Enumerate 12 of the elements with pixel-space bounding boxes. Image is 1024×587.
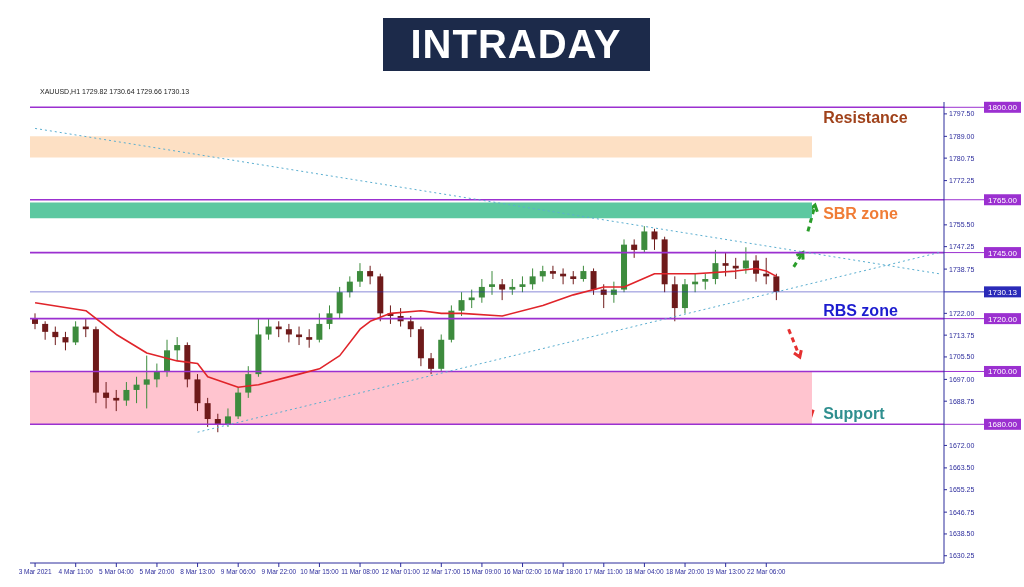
chart-title: INTRADAY xyxy=(382,17,650,71)
annotation: SBR zone xyxy=(823,204,898,222)
ref-line-label: 1700.00 xyxy=(988,367,1018,377)
annotation: Resistance xyxy=(823,109,908,127)
ref-line-label: 1720.00 xyxy=(988,314,1018,324)
ref-line-label: 1800.00 xyxy=(988,103,1018,113)
ref-line-label: 1730.13 xyxy=(988,287,1018,297)
ref-line-label: 1680.00 xyxy=(988,420,1018,430)
annotation: Support xyxy=(823,405,886,423)
ref-line-label: 1745.00 xyxy=(988,248,1018,258)
ref-line-label: 1765.00 xyxy=(988,195,1018,205)
annotation: RBS zone xyxy=(823,302,898,320)
